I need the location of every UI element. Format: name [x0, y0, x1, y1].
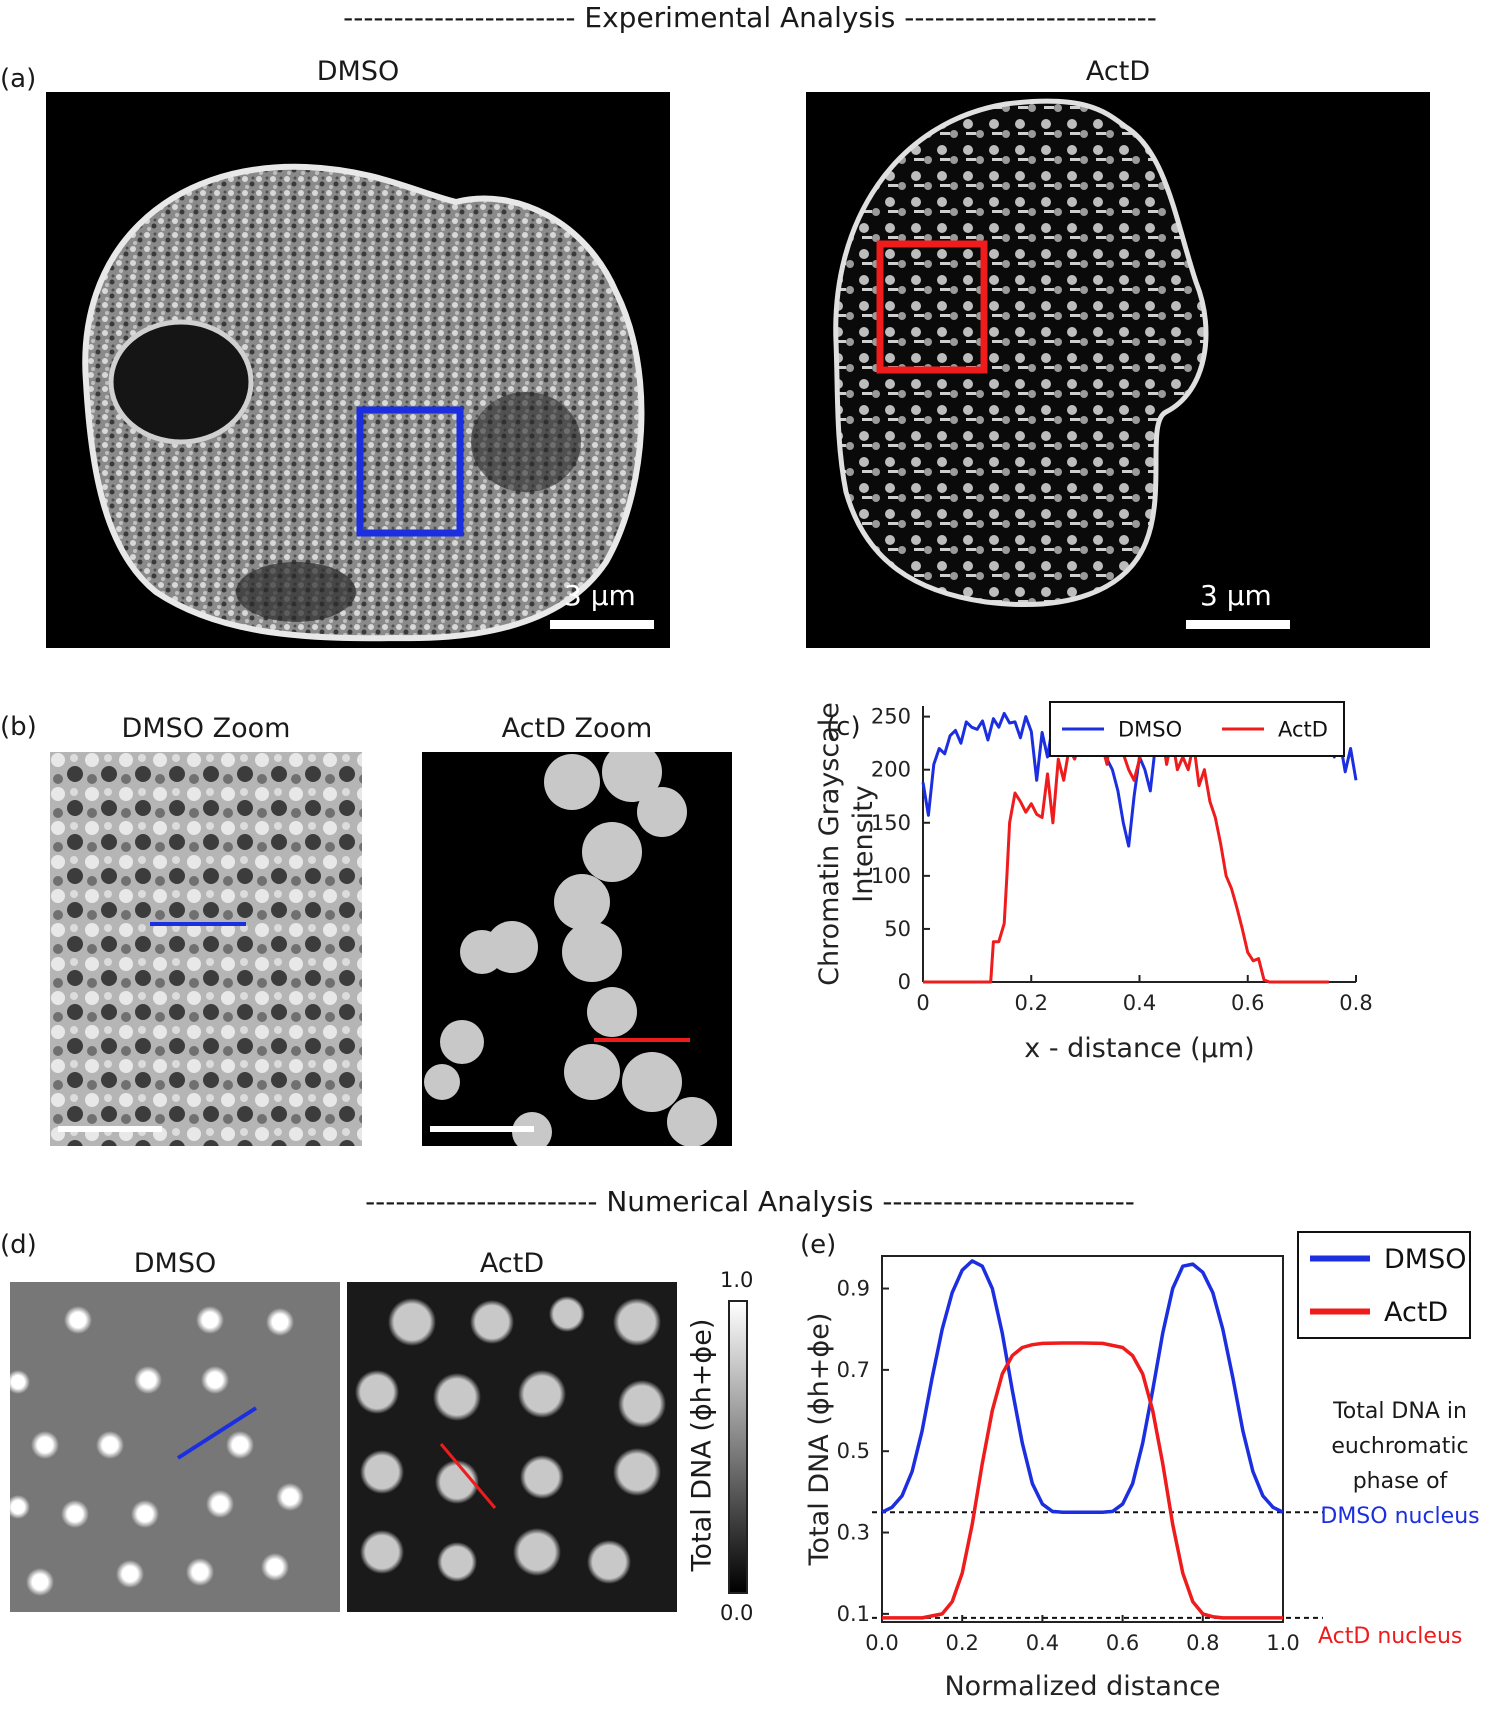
panel-d-actd-title: ActD	[479, 1248, 545, 1279]
panel-a-actd-title: ActD	[1085, 56, 1151, 87]
panel-e-annotation: Total DNA in euchromatic phase of DMSO n…	[1300, 1394, 1500, 1534]
actd-scalebar	[1186, 620, 1290, 629]
series-line-dmso	[881, 1259, 1284, 1514]
x-axis-title: x - distance (µm)	[1024, 1033, 1254, 1064]
x-tick-label: 0.2	[1015, 991, 1048, 1015]
actd-nucleus-image: 3 µm	[806, 92, 1430, 648]
x-tick-label: 1.0	[1266, 1631, 1299, 1655]
panel-a-dmso-title: DMSO	[316, 56, 400, 87]
y-tick-label: 0.5	[837, 1439, 870, 1463]
dmso-scalebar-label: 3 µm	[564, 579, 636, 612]
y-axis-title-line: Chromatin Grayscale	[814, 702, 845, 986]
legend-label-actd: ActD	[1384, 1297, 1448, 1328]
colorbar-title: Total DNA (ϕh+ϕe)	[686, 1318, 718, 1572]
legend-label-actd: ActD	[1278, 718, 1328, 742]
x-axis-title: Normalized distance	[944, 1671, 1220, 1702]
actd-simulation-profile-line	[439, 1443, 497, 1509]
annotation-actd-nucleus: ActD nucleus	[1318, 1624, 1463, 1649]
annotation-dmso-nucleus: DMSO nucleus	[1320, 1504, 1480, 1529]
y-tick-label: 0	[898, 970, 911, 994]
y-tick-label: 0.1	[837, 1602, 870, 1626]
series-line-actd	[923, 715, 1329, 984]
x-tick-label: 0	[916, 991, 929, 1015]
plot-frame	[881, 1255, 1284, 1623]
dmso-scalebar	[550, 620, 654, 629]
y-tick-label: 50	[884, 917, 911, 941]
x-tick-label: 0.8	[1339, 991, 1372, 1015]
panel-a-label: (a)	[0, 64, 37, 94]
actd-zoom-scalebar	[430, 1126, 534, 1132]
dmso-nucleus-image: 3 µm	[46, 92, 670, 648]
actd-simulation-image	[347, 1282, 677, 1612]
annotation-line-3: phase of	[1352, 1469, 1448, 1494]
panel-d-dmso-title: DMSO	[133, 1248, 217, 1279]
x-tick-label: 0.4	[1123, 991, 1156, 1015]
y-tick-label: 0.3	[837, 1521, 870, 1545]
panel-b-label: (b)	[0, 712, 37, 742]
x-tick-label: 0.0	[865, 1631, 898, 1655]
annotation-line-1: Total DNA in	[1333, 1399, 1467, 1424]
dmso-simulation-image	[10, 1282, 340, 1612]
x-tick-label: 0.6	[1106, 1631, 1139, 1655]
actd-roi-box	[876, 240, 988, 374]
legend-label-dmso: DMSO	[1118, 718, 1182, 742]
annotation-line-2: euchromatic	[1331, 1434, 1469, 1459]
y-axis-title-line: Intensity	[848, 785, 879, 903]
y-tick-label: 150	[871, 811, 911, 835]
series-line-actd	[882, 1341, 1283, 1620]
y-tick-label: 100	[871, 864, 911, 888]
legend-label-dmso: DMSO	[1384, 1244, 1466, 1275]
x-tick-label: 0.6	[1231, 991, 1264, 1015]
y-tick-label: 0.7	[837, 1358, 870, 1382]
panel-e-label: (e)	[800, 1230, 837, 1260]
dmso-zoom-profile-line	[150, 922, 246, 926]
chart-c: 0 0.2 0.4 0.6 0.8 0 50 100 150 200 250 x - distance…	[814, 701, 1373, 1064]
x-tick-label: 0.4	[1026, 1631, 1059, 1655]
colorbar	[728, 1300, 748, 1594]
x-tick-label: 0.2	[945, 1631, 978, 1655]
panel-b-actd-title: ActD Zoom	[501, 713, 653, 744]
y-tick-label: 200	[871, 758, 911, 782]
actd-scalebar-label: 3 µm	[1200, 579, 1272, 612]
panel-c-label: (c)	[826, 712, 861, 742]
panel-b-dmso-title: DMSO Zoom	[121, 713, 291, 744]
y-axis-title: Chromatin Grayscale Intensity	[814, 702, 879, 986]
dmso-nucleolus	[108, 319, 254, 445]
experimental-section-title: ----------------------- Experimental Ana…	[343, 1, 1157, 34]
panel-d-label: (d)	[0, 1230, 37, 1260]
colorbar-max-label: 1.0	[720, 1268, 754, 1292]
colorbar-min-label: 0.0	[720, 1601, 754, 1625]
dmso-zoom-scalebar	[58, 1126, 162, 1132]
y-tick-label: 250	[871, 705, 911, 729]
dmso-nucleus-body	[82, 163, 645, 642]
actd-zoom-profile-line	[594, 1038, 690, 1042]
chart-e: 0.0 0.2 0.4 0.6 0.8 1.0 0.1 0.3 0.5 0.7 0.9 Normali…	[804, 1231, 1471, 1702]
dmso-zoom-image	[50, 752, 362, 1146]
actd-nucleus-body	[833, 98, 1209, 607]
x-tick-label: 0.8	[1186, 1631, 1219, 1655]
dmso-simulation-profile-line	[176, 1406, 258, 1460]
actd-zoom-image	[422, 752, 732, 1146]
y-tick-label: 0.9	[837, 1277, 870, 1301]
dmso-roi-box	[356, 406, 464, 537]
y-axis-title: Total DNA (ϕh+ϕe)	[804, 1313, 835, 1567]
legend-box	[1297, 1231, 1471, 1339]
numerical-section-title: ----------------------- Numerical Analys…	[365, 1185, 1135, 1218]
